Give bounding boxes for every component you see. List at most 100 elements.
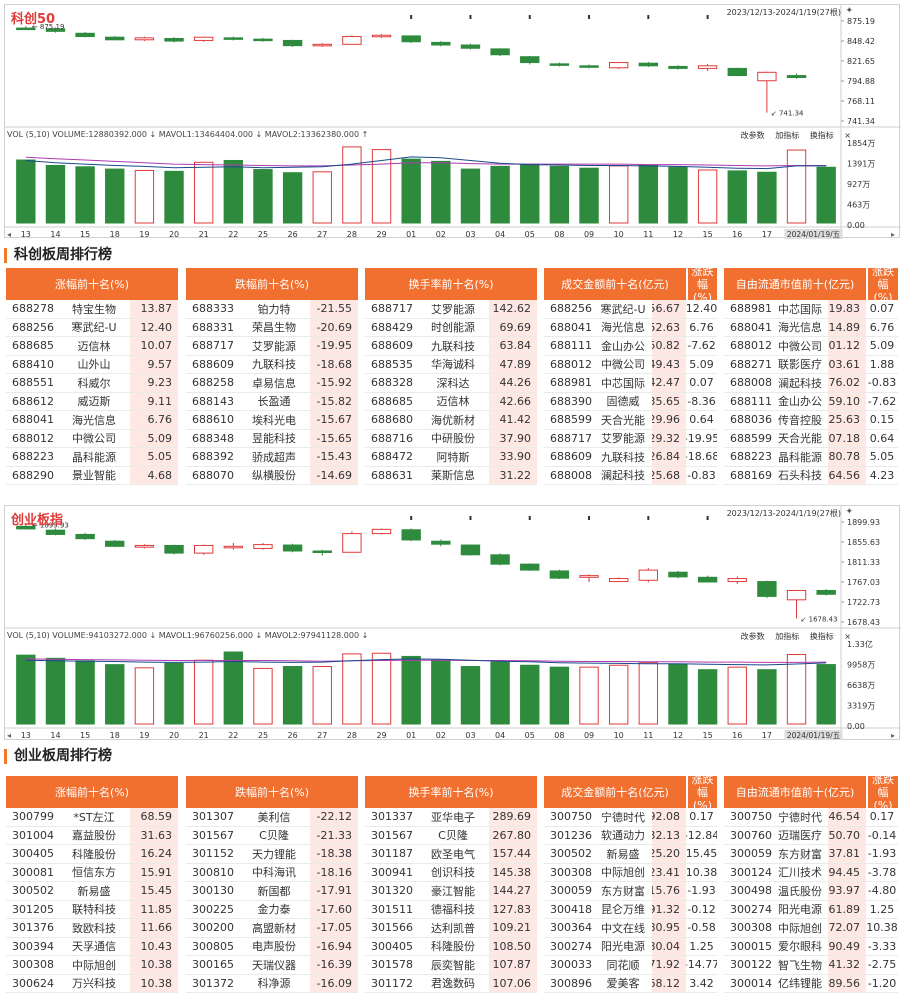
table-row[interactable]: 300165 天瑞仪器 -16.39 <box>186 956 358 975</box>
table-row[interactable]: 688612 威迈斯 9.11 <box>6 392 178 411</box>
table-row[interactable]: 301187 欧圣电气 157.44 <box>365 845 537 864</box>
table-row[interactable]: 688333 铂力特 -21.55 <box>186 300 358 319</box>
table-row[interactable]: 688041 海光信息 614.896.76 <box>724 318 898 337</box>
table-row[interactable]: 301372 科净源 -16.09 <box>186 974 358 993</box>
close-icon[interactable]: × <box>844 131 851 140</box>
table-row[interactable]: 301567 C贝隆 -21.33 <box>186 826 358 845</box>
table-row[interactable]: 688535 华海诚科 47.89 <box>365 355 537 374</box>
table-row[interactable]: 301152 天力锂能 -18.38 <box>186 845 358 864</box>
table-row[interactable]: 300033 同花顺 71.92-14.77 <box>544 956 717 975</box>
table-row[interactable]: 300810 中科海讯 -18.16 <box>186 863 358 882</box>
table-row[interactable]: 688609 九联科技 -18.68 <box>186 355 358 374</box>
table-row[interactable]: 688390 固德威 35.65-8.36 <box>544 392 717 411</box>
table-row[interactable]: 688685 迈信林 42.66 <box>365 392 537 411</box>
table-row[interactable]: 301566 达利凯普 109.21 <box>365 919 537 938</box>
switch-indicator-button[interactable]: 换指标 <box>809 131 834 140</box>
table-row[interactable]: 688680 海优新材 41.42 <box>365 411 537 430</box>
table-row[interactable]: 688223 晶科能源 5.05 <box>6 448 178 467</box>
table-row[interactable]: 300405 科隆股份 16.24 <box>6 845 178 864</box>
table-row[interactable]: 301004 嘉益股份 31.63 <box>6 826 178 845</box>
edit-params-button[interactable]: 改参数 <box>740 632 765 641</box>
table-row[interactable]: 688716 中研股份 37.90 <box>365 429 537 448</box>
table-row[interactable]: 300805 电声股份 -16.94 <box>186 937 358 956</box>
pin-icon[interactable]: ✦ <box>845 6 853 16</box>
table-row[interactable]: 301172 君逸数码 107.06 <box>365 974 537 993</box>
table-row[interactable]: 688143 长盈通 -15.82 <box>186 392 358 411</box>
add-indicator-button[interactable]: 加指标 <box>775 131 800 140</box>
table-row[interactable]: 688717 艾罗能源 -19.95 <box>186 337 358 356</box>
table-row[interactable]: 301567 C贝隆 267.80 <box>365 826 537 845</box>
switch-indicator-button[interactable]: 换指标 <box>809 632 834 641</box>
table-row[interactable]: 688012 中微公司 601.125.09 <box>724 337 898 356</box>
table-row[interactable]: 688609 九联科技 26.84-18.68 <box>544 448 717 467</box>
table-row[interactable]: 688041 海光信息 52.636.76 <box>544 318 717 337</box>
table-row[interactable]: 300308 中际旭创 10.38 <box>6 956 178 975</box>
pin-icon[interactable]: ✦ <box>845 507 853 517</box>
table-row[interactable]: 300014 亿纬锂能 489.56-1.20 <box>724 974 898 993</box>
table-row[interactable]: 688599 天合光能 307.180.64 <box>724 429 898 448</box>
table-row[interactable]: 300498 温氏股份 993.97-4.80 <box>724 882 898 901</box>
table-row[interactable]: 688036 传音控股 325.630.15 <box>724 411 898 430</box>
table-row[interactable]: 688429 时创能源 69.69 <box>365 318 537 337</box>
table-row[interactable]: 300274 阳光电源 80.041.25 <box>544 937 717 956</box>
table-row[interactable]: 688008 澜起科技 476.02-0.83 <box>724 374 898 393</box>
table-row[interactable]: 688223 晶科能源 280.785.05 <box>724 448 898 467</box>
table-row[interactable]: 300896 爱美客 68.123.42 <box>544 974 717 993</box>
table-row[interactable]: 300418 昆仑万维 91.32-0.12 <box>544 900 717 919</box>
table-row[interactable]: 300059 东方财富 1537.81-1.93 <box>724 845 898 864</box>
table-row[interactable]: 688111 金山办公 50.82-7.62 <box>544 337 717 356</box>
table-row[interactable]: 688012 中微公司 5.09 <box>6 429 178 448</box>
table-row[interactable]: 301337 亚华电子 289.69 <box>365 808 537 827</box>
table-row[interactable]: 688328 深科达 44.26 <box>365 374 537 393</box>
table-row[interactable]: 688631 莱斯信息 31.22 <box>365 466 537 485</box>
table-row[interactable]: 688041 海光信息 6.76 <box>6 411 178 430</box>
table-row[interactable]: 300274 阳光电源 861.891.25 <box>724 900 898 919</box>
table-row[interactable]: 688012 中微公司 49.435.09 <box>544 355 717 374</box>
table-row[interactable]: 300405 科隆股份 108.50 <box>365 937 537 956</box>
table-row[interactable]: 301578 辰奕智能 107.87 <box>365 956 537 975</box>
table-row[interactable]: 300502 新易盛 15.45 <box>6 882 178 901</box>
table-row[interactable]: 688981 中芯国际 42.470.07 <box>544 374 717 393</box>
table-row[interactable]: 688392 骄成超声 -15.43 <box>186 448 358 467</box>
table-row[interactable]: 688472 阿特斯 33.90 <box>365 448 537 467</box>
table-row[interactable]: 300225 金力泰 -17.60 <box>186 900 358 919</box>
table-row[interactable]: 688981 中芯国际 719.830.07 <box>724 300 898 319</box>
table-row[interactable]: 301376 致欧科技 11.66 <box>6 919 178 938</box>
table-row[interactable]: 688610 埃科光电 -15.67 <box>186 411 358 430</box>
edit-params-button[interactable]: 改参数 <box>740 131 765 140</box>
table-row[interactable]: 688348 昱能科技 -15.65 <box>186 429 358 448</box>
table-row[interactable]: 688410 山外山 9.57 <box>6 355 178 374</box>
table-row[interactable]: 301205 联特科技 11.85 <box>6 900 178 919</box>
table-row[interactable]: 300624 万兴科技 10.38 <box>6 974 178 993</box>
table-row[interactable]: 301511 德福科技 127.83 <box>365 900 537 919</box>
close-icon[interactable]: × <box>844 632 851 641</box>
table-row[interactable]: 300059 东方财富 115.76-1.93 <box>544 882 717 901</box>
table-row[interactable]: 300122 智飞生物 541.32-2.75 <box>724 956 898 975</box>
table-row[interactable]: 688111 金山办公 459.10-7.62 <box>724 392 898 411</box>
table-row[interactable]: 300941 创识科技 145.38 <box>365 863 537 882</box>
table-row[interactable]: 688271 联影医疗 503.611.88 <box>724 355 898 374</box>
table-row[interactable]: 301320 豪江智能 144.27 <box>365 882 537 901</box>
table-row[interactable]: 688278 特宝生物 13.87 <box>6 300 178 319</box>
table-row[interactable]: 688256 寒武纪-U 12.40 <box>6 318 178 337</box>
table-row[interactable]: 688169 石头科技 264.564.23 <box>724 466 898 485</box>
table-row[interactable]: 688717 艾罗能源 29.32-19.95 <box>544 429 717 448</box>
table-row[interactable]: 688331 荣昌生物 -20.69 <box>186 318 358 337</box>
table-row[interactable]: 300394 天孚通信 10.43 <box>6 937 178 956</box>
table-row[interactable]: 688599 天合光能 29.960.64 <box>544 411 717 430</box>
table-row[interactable]: 688008 澜起科技 25.68-0.83 <box>544 466 717 485</box>
table-row[interactable]: 300364 中文在线 80.95-0.58 <box>544 919 717 938</box>
table-row[interactable]: 688290 景业智能 4.68 <box>6 466 178 485</box>
table-row[interactable]: 688258 卓易信息 -15.92 <box>186 374 358 393</box>
table-row[interactable]: 301307 美利信 -22.12 <box>186 808 358 827</box>
table-row[interactable]: 300015 爱尔眼科 590.49-3.33 <box>724 937 898 956</box>
table-row[interactable]: 300799 *ST左江 68.59 <box>6 808 178 827</box>
table-row[interactable]: 688609 九联科技 63.84 <box>365 337 537 356</box>
chinext-chart[interactable]: 1899.93 1855.63 1811.33 1767.03 1722.73 1678.… <box>4 505 901 740</box>
table-row[interactable]: 301236 软通动力 132.13-12.84 <box>544 826 717 845</box>
table-row[interactable]: 300130 新国都 -17.91 <box>186 882 358 901</box>
table-row[interactable]: 688070 纵横股份 -14.69 <box>186 466 358 485</box>
